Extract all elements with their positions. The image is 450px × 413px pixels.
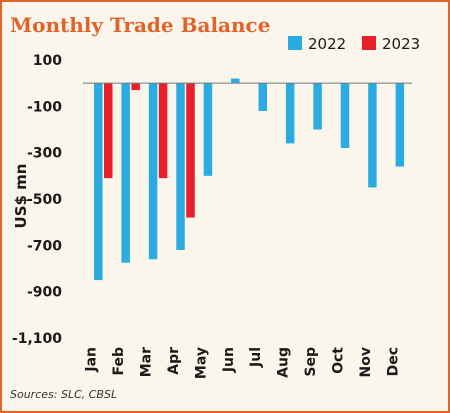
y-tick-label: -900 (27, 285, 62, 301)
bar-2022-may (203, 83, 213, 176)
bar-2022-jan (94, 83, 103, 281)
x-tick-label: Aug (276, 347, 292, 378)
bar-2022-aug (285, 83, 295, 144)
bar-2023-feb (131, 83, 140, 91)
bar-2022-jul (258, 83, 267, 111)
x-tick-label: May (193, 347, 209, 379)
bar-2022-mar (148, 83, 158, 260)
x-tick-label: Mar (139, 347, 155, 377)
y-tick-label: 100 (33, 53, 62, 69)
legend-label-2023: 2023 (382, 35, 420, 53)
y-tick-label: -300 (27, 146, 62, 162)
y-axis: 100 -100 -300 -500 -700 -900 -1,100 (12, 53, 62, 347)
x-tick-label: Nov (358, 347, 374, 377)
bar-2022-oct (340, 83, 350, 149)
bar-2023-apr (186, 83, 195, 218)
bar-2022-jun (231, 78, 240, 84)
legend-swatch-2023 (362, 36, 376, 50)
x-tick-label: Dec (385, 347, 401, 376)
legend-swatch-2022 (288, 36, 302, 50)
x-tick-label: Jul (248, 347, 264, 368)
chart-legend: 2022 2023 (288, 35, 420, 53)
bar-2022-feb (121, 83, 130, 263)
bar-2022-dec (395, 83, 405, 167)
bar-series (83, 78, 412, 281)
y-axis-label: US$ mn (12, 164, 30, 229)
x-tick-label: Apr (166, 347, 182, 375)
x-axis: Jan Feb Mar Apr May Jun Jul Aug Sep Oct Nov Dec (84, 347, 402, 379)
x-tick-label: Jan (84, 347, 100, 373)
bar-2022-sep (313, 83, 322, 130)
y-tick-label: -700 (27, 238, 62, 254)
bar-2023-jan (104, 83, 113, 179)
x-tick-label: Jun (221, 347, 237, 373)
bar-2022-apr (176, 83, 185, 250)
legend-label-2022: 2022 (308, 35, 346, 53)
x-tick-label: Sep (303, 347, 319, 377)
bar-2022-nov (368, 83, 377, 188)
x-tick-label: Feb (111, 347, 127, 376)
chart-title: Monthly Trade Balance (10, 13, 270, 37)
y-tick-label: -1,100 (12, 331, 62, 347)
source-note: Sources: SLC, CBSL (10, 388, 117, 401)
bar-2023-mar (158, 83, 168, 179)
y-tick-label: -100 (27, 99, 62, 115)
x-tick-label: Oct (330, 347, 346, 374)
y-tick-label: -500 (27, 192, 62, 208)
